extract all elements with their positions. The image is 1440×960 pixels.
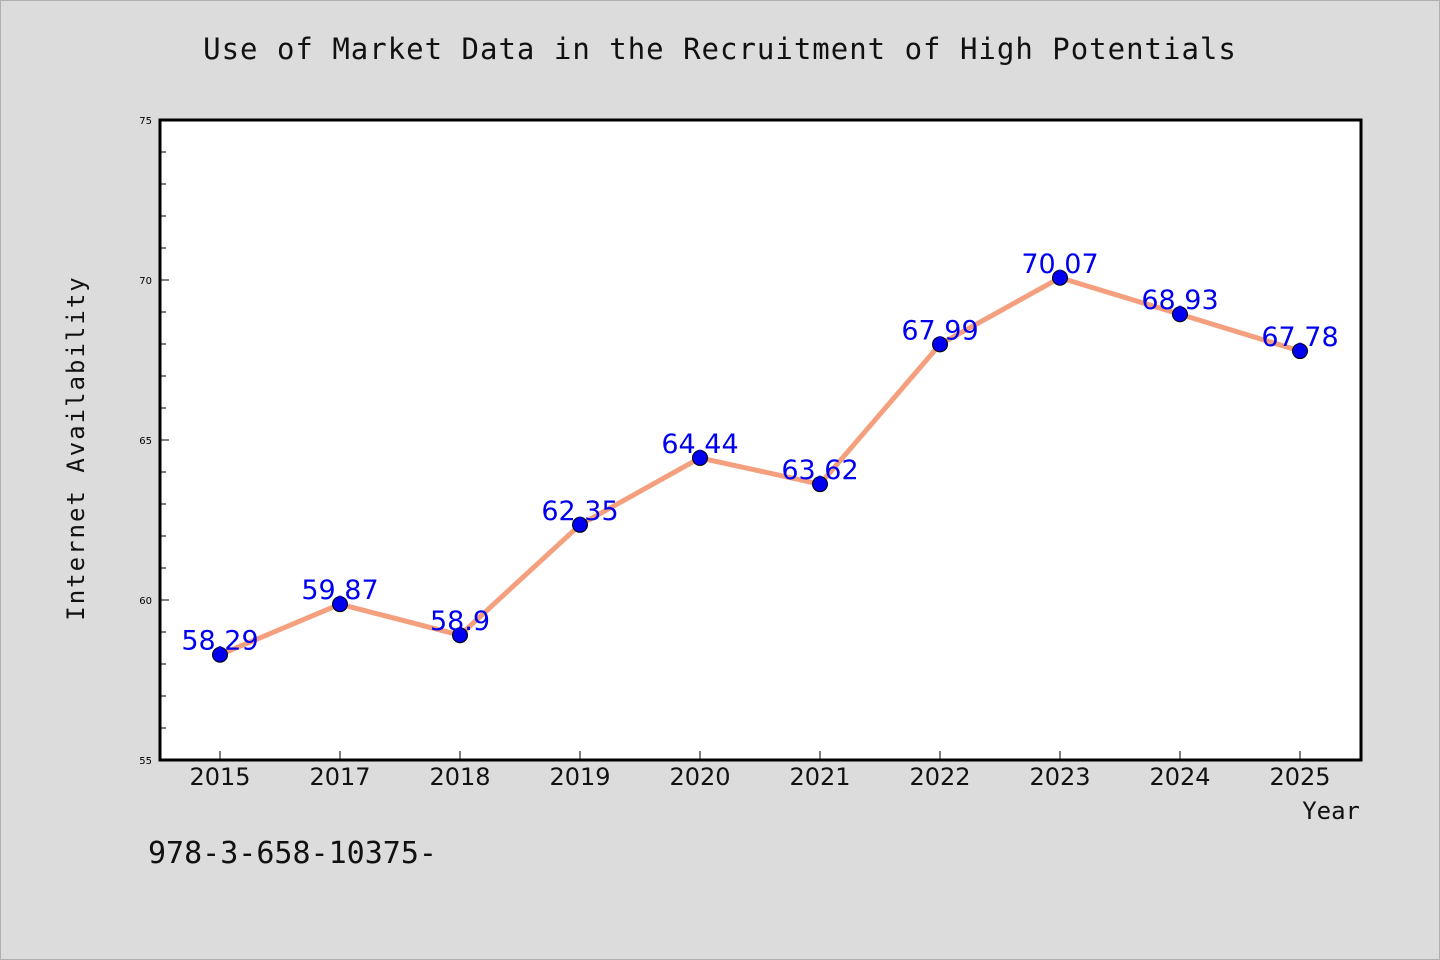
y-tick-label: 60 xyxy=(139,596,152,607)
x-tick-label: 2020 xyxy=(669,763,730,791)
x-tick-label: 2018 xyxy=(429,763,490,791)
data-labels: 58.29 59.87 58.9 62.35 64.44 63.62 67.99 70.07 6… xyxy=(181,249,1338,657)
x-tick-label: 2022 xyxy=(909,763,970,791)
data-label: 58.29 xyxy=(181,626,258,657)
x-tick-label: 2025 xyxy=(1269,763,1330,791)
data-point-marker xyxy=(812,476,828,493)
x-tick-label: 2021 xyxy=(789,763,850,791)
x-tick-label: 2017 xyxy=(309,763,370,791)
y-tick-label: 65 xyxy=(139,436,152,447)
data-point-marker xyxy=(692,449,708,466)
data-label: 63.62 xyxy=(781,455,858,486)
y-tick-label: 70 xyxy=(139,276,152,287)
data-point-marker xyxy=(452,627,468,644)
plot-area xyxy=(158,118,1363,762)
x-tick-label: 2019 xyxy=(549,763,610,791)
y-axis: 55 60 65 70 75 xyxy=(139,116,169,767)
data-label: 70.07 xyxy=(1021,249,1098,280)
data-label: 67.78 xyxy=(1261,322,1338,353)
data-point-marker xyxy=(1172,306,1188,323)
data-label: 58.9 xyxy=(430,606,490,637)
data-point-marker xyxy=(332,596,348,613)
data-point-marker xyxy=(1052,269,1068,286)
x-tick-label: 2015 xyxy=(189,763,250,791)
x-axis-label: Year xyxy=(1302,797,1360,825)
data-point-marker xyxy=(1292,343,1308,360)
series-line-path xyxy=(217,275,1303,658)
data-label: 67.99 xyxy=(901,315,978,346)
data-point-marker xyxy=(932,336,948,353)
series-line xyxy=(217,275,1303,658)
data-point-marker xyxy=(572,516,588,533)
y-tick-label: 55 xyxy=(139,756,152,767)
data-point-marker xyxy=(212,646,228,663)
data-label: 59.87 xyxy=(301,575,378,606)
x-tick-label: 2024 xyxy=(1149,763,1210,791)
footnote-text: 978-3-658-10375- xyxy=(148,836,437,871)
data-label: 64.44 xyxy=(661,429,738,460)
y-tick-label: 75 xyxy=(139,116,152,127)
chart-title: Use of Market Data in the Recruitment of… xyxy=(203,32,1237,66)
x-tick-label: 2023 xyxy=(1029,763,1090,791)
data-label: 68.93 xyxy=(1141,285,1218,316)
series-markers xyxy=(212,269,1308,663)
x-axis: 2015 2017 2018 2019 2020 2021 2022 2023 2024 2025 xyxy=(189,751,1331,791)
data-label: 62.35 xyxy=(541,496,618,527)
